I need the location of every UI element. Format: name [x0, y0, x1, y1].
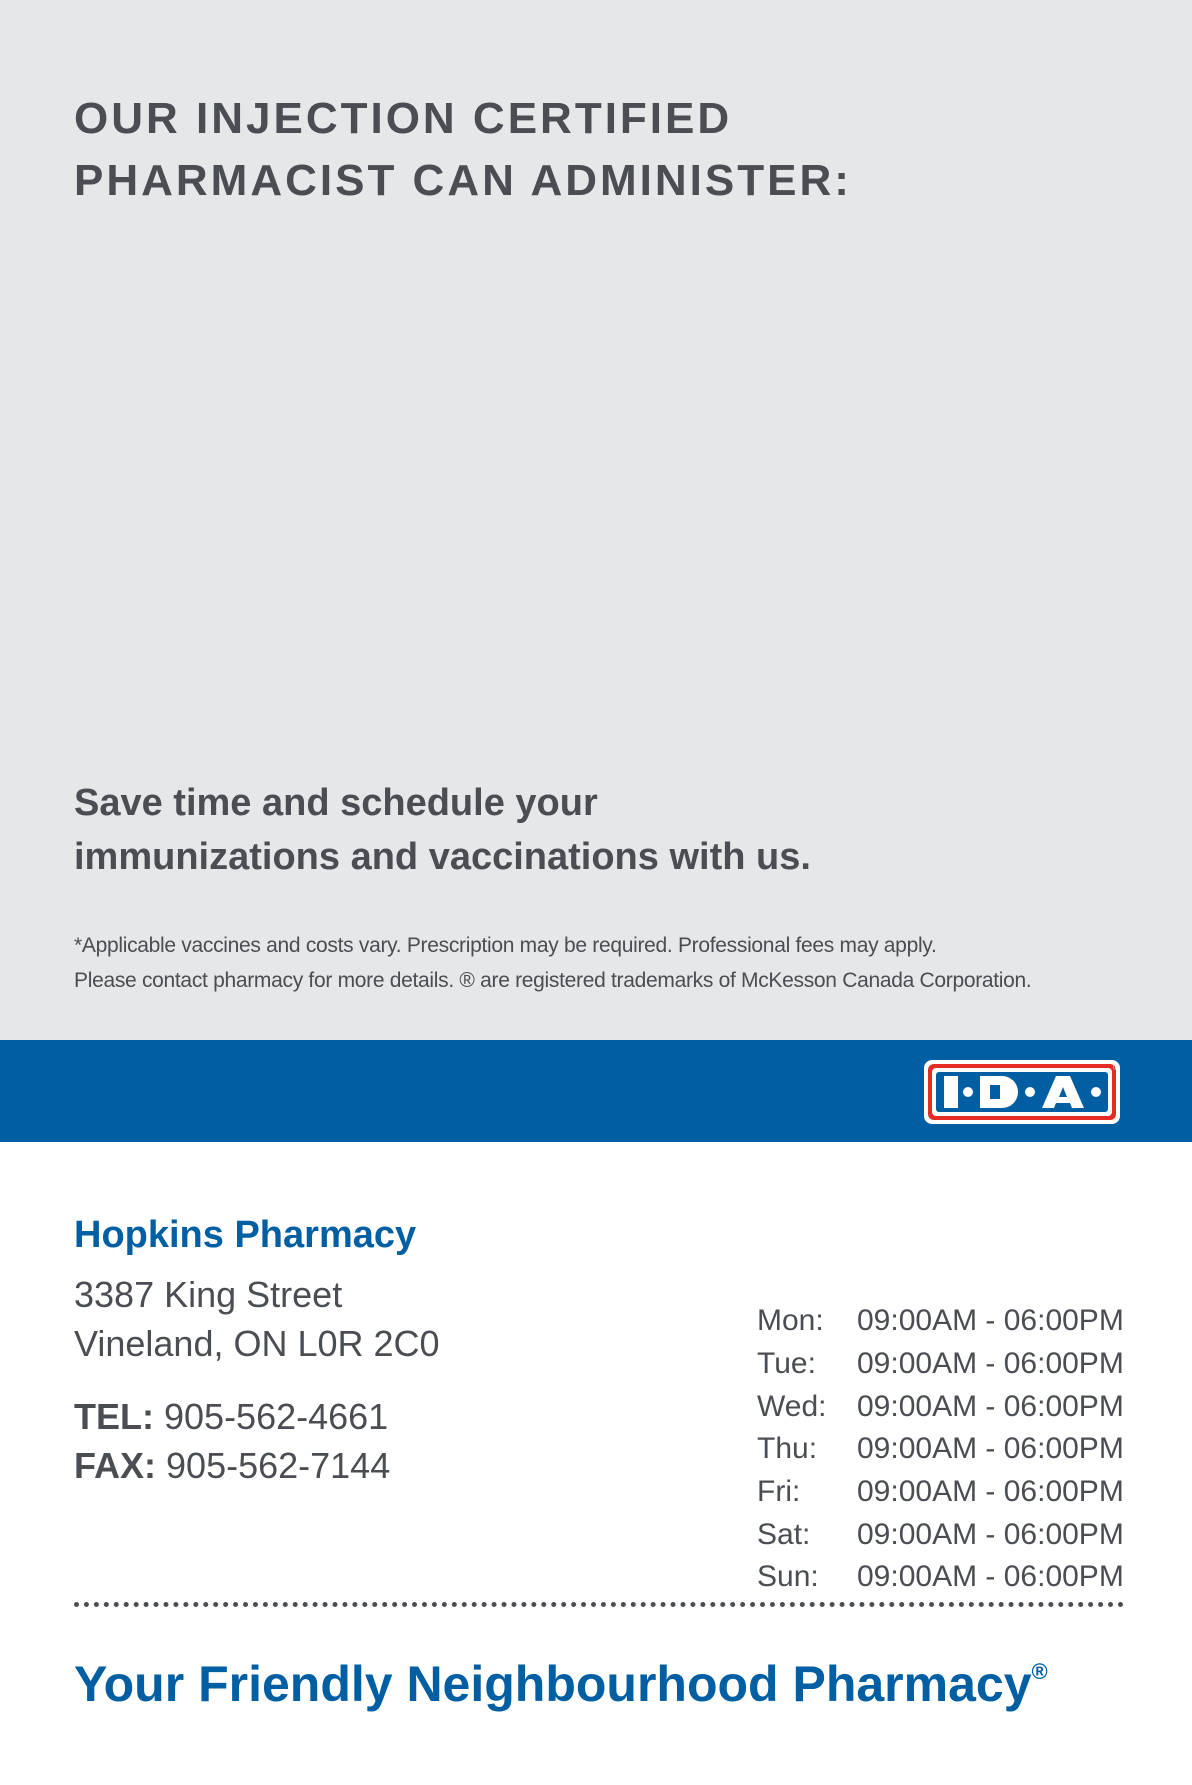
day-label: Tue:	[757, 1347, 816, 1381]
store-name: Hopkins Pharmacy	[74, 1214, 417, 1256]
hours-value: 09:00AM - 06:00PM	[857, 1389, 1124, 1423]
title-line-2: PHARMACIST CAN ADMINISTER:	[74, 156, 852, 205]
hours-value: 09:00AM - 06:00PM	[857, 1560, 1124, 1594]
svg-text:®: ®	[1112, 1063, 1121, 1073]
hours-value: 09:00AM - 06:00PM	[857, 1304, 1124, 1338]
slogan-text: Your Friendly Neighbourhood Pharmacy	[74, 1656, 1032, 1712]
ida-logo: ®	[924, 1060, 1121, 1124]
hours-value: 09:00AM - 06:00PM	[857, 1347, 1124, 1381]
tel-value: 905-562-4661	[164, 1396, 389, 1437]
disclaimer-line-2: Please contact pharmacy for more details…	[74, 969, 1032, 992]
hours-row: Thu: 09:00AM - 06:00PM	[757, 1428, 1157, 1471]
page-title: OUR INJECTION CERTIFIED PHARMACIST CAN A…	[74, 88, 852, 212]
slogan: Your Friendly Neighbourhood Pharmacy®	[74, 1655, 1048, 1713]
day-label: Thu:	[757, 1432, 818, 1466]
promo-line-2: immunizations and vaccinations with us.	[74, 836, 811, 878]
day-label: Mon:	[757, 1304, 824, 1338]
fax-label: FAX:	[74, 1445, 157, 1486]
fax-value: 905-562-7144	[166, 1445, 391, 1486]
registered-mark: ®	[1031, 1659, 1048, 1684]
hours-row: Sun: 09:00AM - 06:00PM	[757, 1556, 1157, 1599]
hours-value: 09:00AM - 06:00PM	[857, 1517, 1124, 1551]
hours-row: Wed: 09:00AM - 06:00PM	[757, 1385, 1157, 1428]
hours-value: 09:00AM - 06:00PM	[857, 1432, 1124, 1466]
day-label: Sat:	[757, 1517, 811, 1551]
disclaimer: *Applicable vaccines and costs vary. Pre…	[74, 928, 1164, 998]
day-label: Wed:	[757, 1389, 827, 1423]
day-label: Sun:	[757, 1560, 819, 1594]
opening-hours: Mon: 09:00AM - 06:00PM Tue: 09:00AM - 06:0…	[757, 1300, 1157, 1599]
day-label: Fri:	[757, 1475, 801, 1509]
address-line-2: Vineland, ON L0R 2C0	[74, 1323, 440, 1364]
promo-line-1: Save time and schedule your	[74, 782, 598, 824]
address-line-1: 3387 King Street	[74, 1274, 343, 1315]
hours-row: Mon: 09:00AM - 06:00PM	[757, 1300, 1157, 1343]
hours-row: Fri: 09:00AM - 06:00PM	[757, 1471, 1157, 1514]
disclaimer-line-1: *Applicable vaccines and costs vary. Pre…	[74, 934, 937, 957]
tel-label: TEL:	[74, 1396, 154, 1437]
hours-row: Tue: 09:00AM - 06:00PM	[757, 1343, 1157, 1386]
hours-row: Sat: 09:00AM - 06:00PM	[757, 1513, 1157, 1556]
contact-info: TEL: 905-562-4661 FAX: 905-562-7144	[74, 1392, 390, 1490]
dotted-divider	[74, 1602, 1124, 1607]
top-panel	[0, 0, 1192, 1040]
phone: TEL: 905-562-4661	[74, 1392, 390, 1441]
fax: FAX: 905-562-7144	[74, 1441, 390, 1490]
title-line-1: OUR INJECTION CERTIFIED	[74, 94, 733, 143]
hours-value: 09:00AM - 06:00PM	[857, 1475, 1124, 1509]
store-address: 3387 King Street Vineland, ON L0R 2C0	[74, 1270, 440, 1368]
promo-text: Save time and schedule your immunization…	[74, 776, 811, 884]
